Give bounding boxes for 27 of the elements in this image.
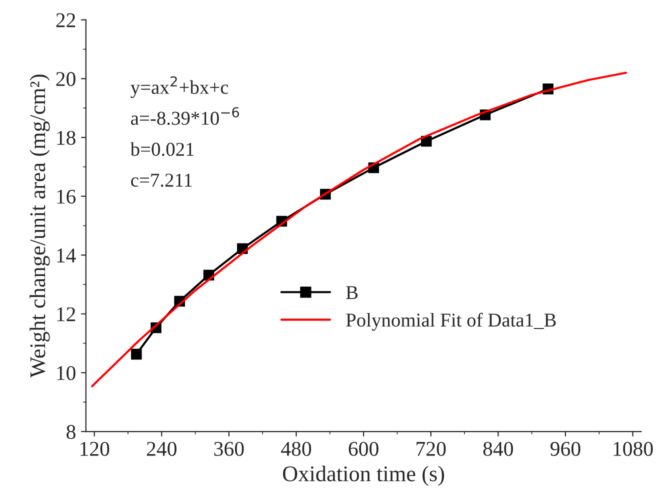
y-tick-label: 18 <box>57 130 76 145</box>
y-tick-label: 20 <box>56 72 76 86</box>
legend-label: Polynomial Fit of Data1_B <box>346 312 556 331</box>
line-series <box>91 72 628 388</box>
annotation: b=0.021 <box>130 142 194 156</box>
x-tick-label: 960 <box>550 442 580 456</box>
legend-label: B <box>346 286 358 300</box>
annotation: a=-8.39*10$^{−6}$ <box>131 107 240 125</box>
x-tick-label: 120 <box>80 442 110 456</box>
y-tick-label: 22 <box>56 13 76 28</box>
annotation: y=ax$^{2}$+bx+c <box>130 76 228 98</box>
point <box>131 348 142 360</box>
y-tick-label: 8 <box>66 424 76 439</box>
y-tick-label: 14 <box>57 248 76 262</box>
x-tick-label: 480 <box>281 442 312 456</box>
x-tick-label: 600 <box>348 442 378 456</box>
x-tick-label: 1080 <box>614 442 653 456</box>
x-tick-label: 840 <box>483 442 513 456</box>
y-tick-label: 10 <box>57 366 76 380</box>
annotation: c=7.211 <box>131 174 192 187</box>
x-tick-label: 240 <box>146 442 176 456</box>
x-tick-label: 360 <box>214 442 244 456</box>
y-tick-label: 12 <box>57 307 76 322</box>
y-axis-title: Weight change/unit area (mg/cm²) <box>30 74 50 378</box>
x-tick-label: 720 <box>416 442 446 456</box>
x-axis-title: Oxidation time (s) <box>282 466 444 486</box>
y-tick-label: 16 <box>57 190 76 204</box>
